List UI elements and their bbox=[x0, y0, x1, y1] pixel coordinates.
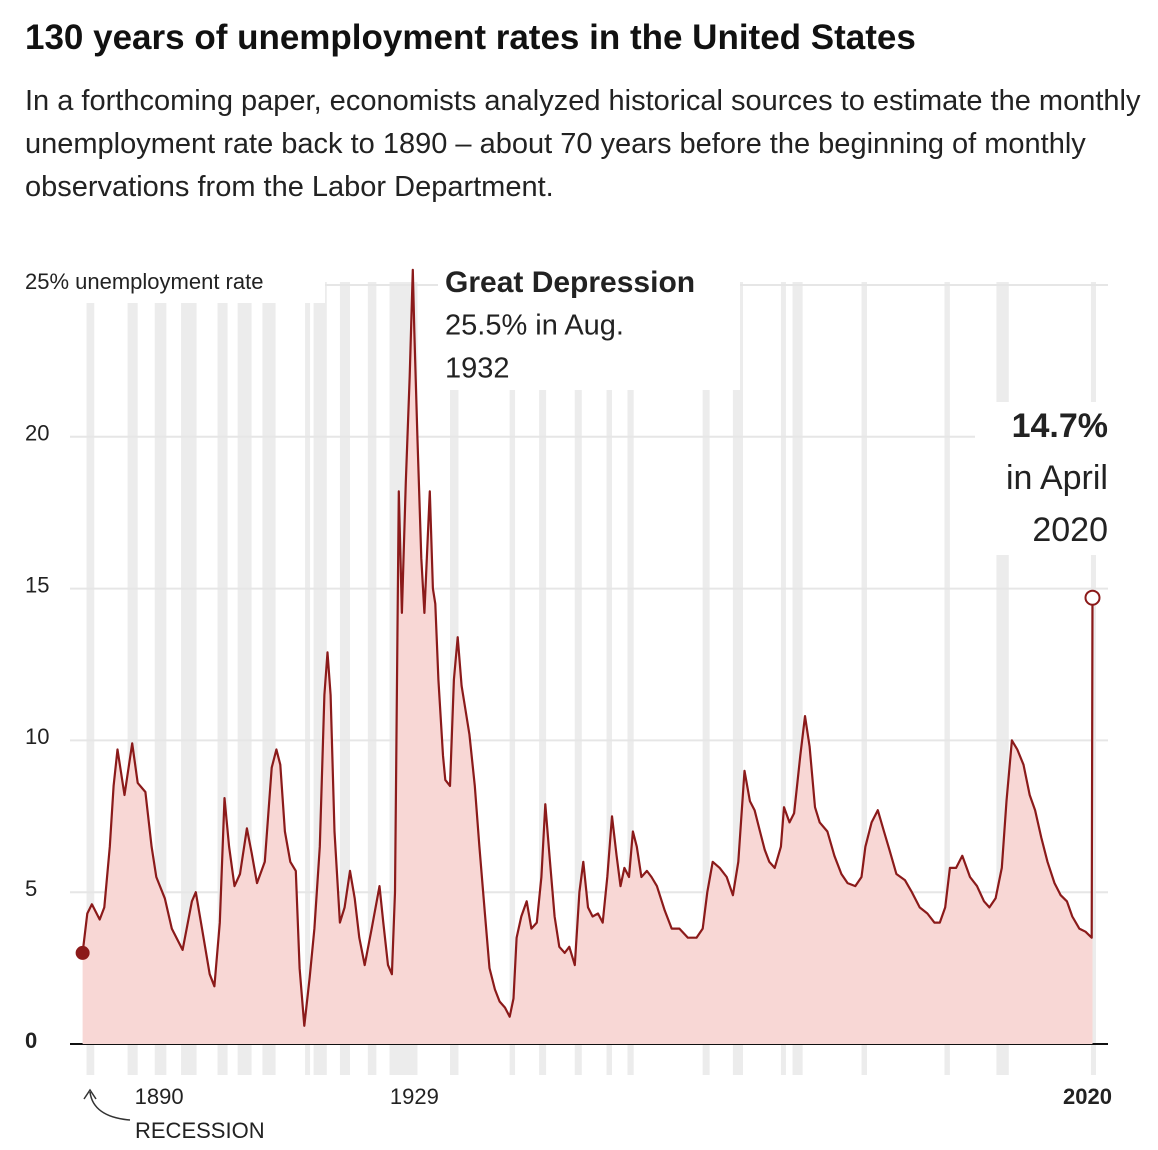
y-tick-label: 15 bbox=[25, 572, 49, 597]
annotation: 25.5% in Aug. bbox=[445, 310, 624, 342]
annotation: 14.7% bbox=[1012, 407, 1108, 445]
y-tick-label: 20 bbox=[25, 421, 49, 446]
recession-band bbox=[792, 282, 803, 1075]
recession-band bbox=[574, 282, 582, 1075]
recession-band bbox=[539, 282, 547, 1075]
x-tick-label: 1890 bbox=[135, 1084, 184, 1109]
annotation: in April bbox=[1006, 459, 1108, 497]
label-background bbox=[20, 267, 325, 303]
recession-band bbox=[367, 282, 377, 1075]
annotation-background bbox=[438, 262, 740, 390]
y-tick-label: 10 bbox=[25, 724, 49, 749]
recession-band bbox=[780, 282, 786, 1075]
end-point bbox=[1084, 589, 1101, 606]
chart-title: 130 years of unemployment rates in the U… bbox=[25, 18, 916, 57]
annotation: Great Depression bbox=[445, 266, 695, 299]
recession-band bbox=[127, 282, 138, 1075]
recession-band bbox=[1090, 282, 1096, 1075]
line bbox=[81, 268, 1094, 1027]
recession-band bbox=[732, 282, 743, 1075]
chart-subtitle: In a forthcoming paper, economists analy… bbox=[25, 85, 1141, 203]
recession-label: RECESSION bbox=[135, 1118, 265, 1143]
recession-band bbox=[627, 282, 634, 1075]
recession-band bbox=[944, 282, 950, 1075]
y-tick-label: 25% unemployment rate bbox=[25, 269, 263, 294]
y-tick-label: 5 bbox=[25, 876, 37, 901]
recession-band bbox=[606, 282, 612, 1075]
recession-band bbox=[339, 282, 351, 1075]
y-tick-label: 0 bbox=[25, 1028, 37, 1053]
annotation: 1932 bbox=[445, 353, 510, 385]
x-tick-label: 1929 bbox=[390, 1084, 439, 1109]
x-tick-label: 2020 bbox=[1063, 1084, 1112, 1109]
recession-band bbox=[861, 282, 867, 1075]
annotation-background bbox=[975, 402, 1113, 555]
recession-band bbox=[181, 282, 197, 1075]
recession-band bbox=[86, 282, 95, 1075]
recession-band bbox=[154, 282, 167, 1075]
recession-band bbox=[305, 282, 311, 1075]
recession-band bbox=[702, 282, 710, 1075]
recession-band bbox=[509, 282, 516, 1075]
annotation: 2020 bbox=[1032, 511, 1108, 549]
recession-band bbox=[217, 282, 228, 1075]
recession-arrow bbox=[83, 1088, 131, 1121]
start-point bbox=[75, 945, 90, 960]
